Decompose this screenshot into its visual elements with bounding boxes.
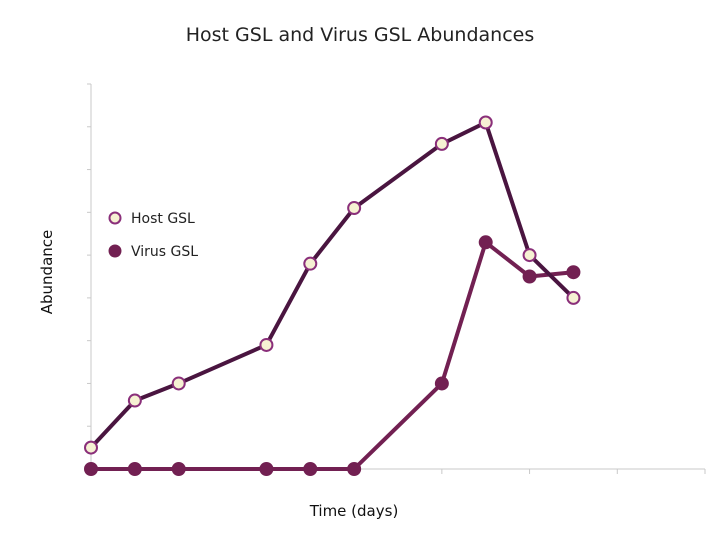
data-point [84,440,98,455]
data-point [127,462,142,476]
y-axis-label: Abundance [38,230,56,315]
data-point [522,269,537,284]
series-line [89,120,576,450]
legend-label: Virus GSL [131,244,198,260]
data-point [522,248,537,263]
data-point [434,136,449,151]
data-point [259,462,274,476]
plot-area [84,115,581,476]
data-point [259,337,274,352]
data-point [84,462,98,476]
data-point [566,265,581,280]
series-host-gsl [84,115,581,455]
data-point [478,115,493,130]
axes [87,83,706,474]
data-point [566,290,581,305]
legend-label: Host GSL [131,211,195,227]
data-point [303,462,318,476]
legend-item: Host GSL [108,211,195,227]
legend: Host GSL Virus GSL [108,211,198,260]
data-point [347,462,362,476]
legend-item: Virus GSL [108,244,198,260]
x-axis-label: Time (days) [309,502,399,520]
series-line [89,240,576,471]
data-point [303,256,318,271]
data-point [478,235,493,250]
chart-title: Host GSL and Virus GSL Abundances [186,24,534,46]
data-point [171,376,186,391]
data-point [434,376,449,391]
series-virus-gsl [84,235,581,476]
legend-marker [108,244,122,258]
data-point [347,201,362,216]
data-point [127,393,142,408]
data-point [171,462,186,476]
legend-marker [108,211,122,225]
